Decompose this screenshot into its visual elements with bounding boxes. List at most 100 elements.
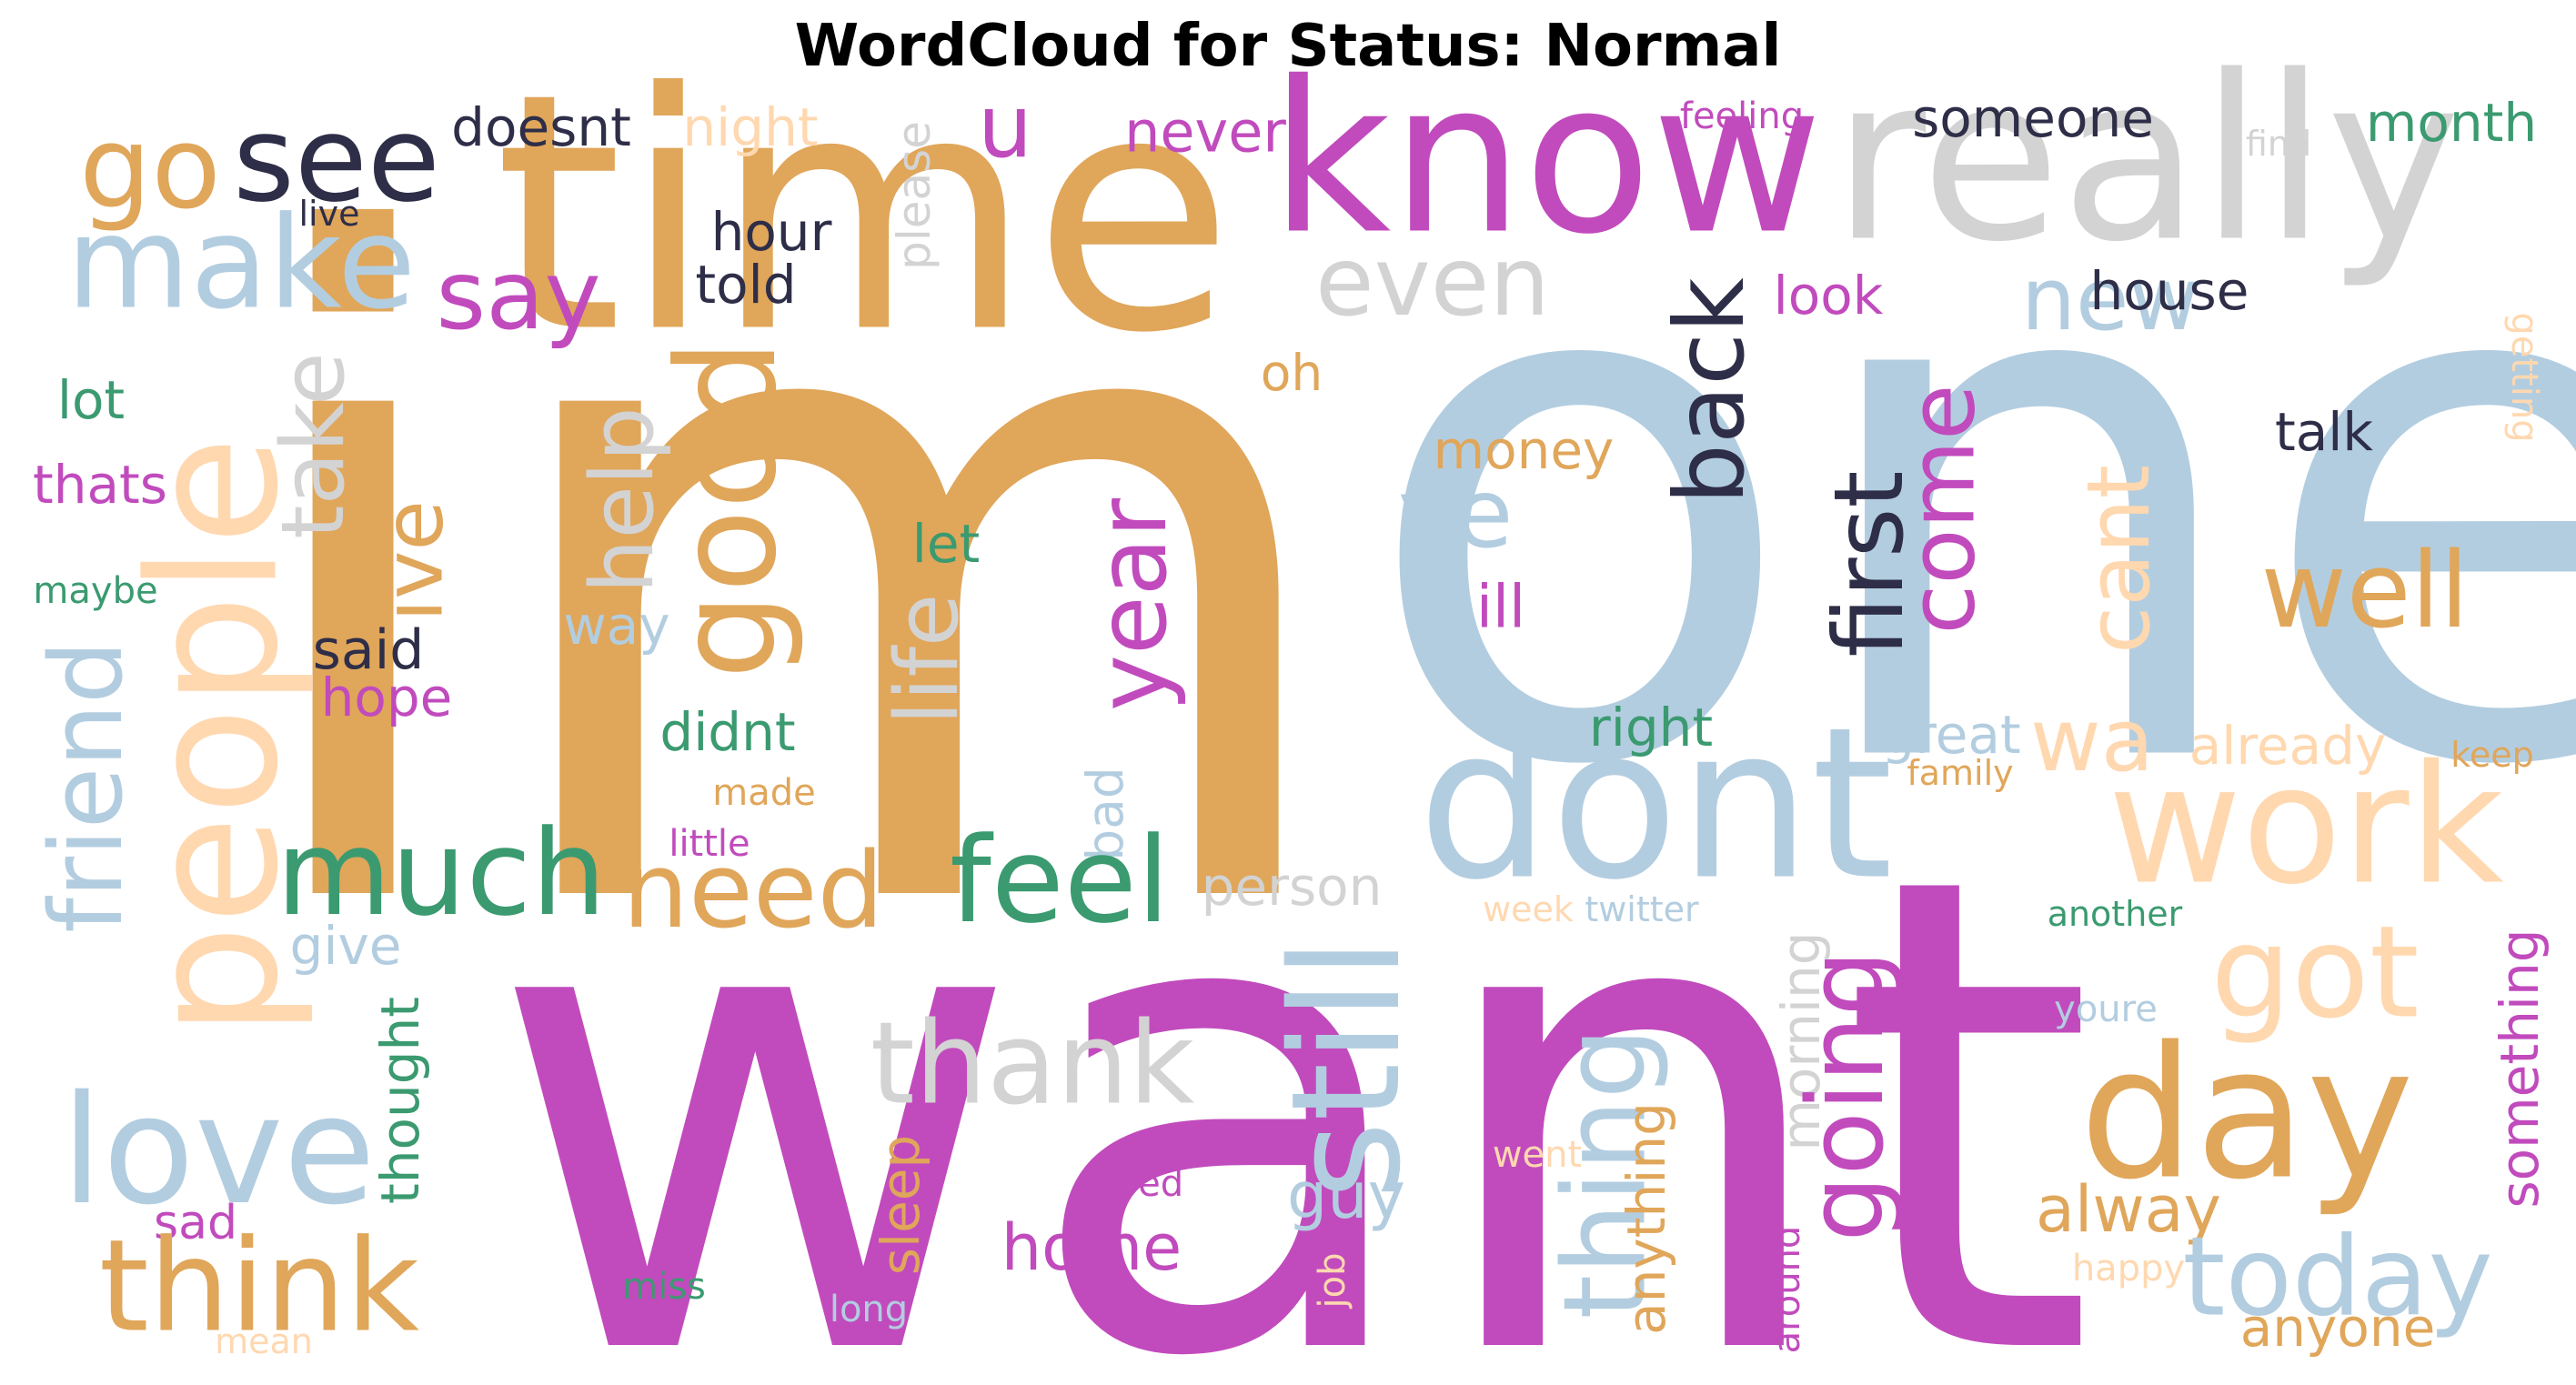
word-much: much [277, 804, 607, 942]
word-hope: hope [321, 667, 453, 728]
word-bad: bad [1076, 767, 1134, 861]
word-guy: guy [1287, 1159, 1405, 1233]
word-feeling: feeling [1680, 95, 1804, 137]
word-new: new [2021, 250, 2199, 350]
word-feel: feel [950, 811, 1170, 949]
word-ive: ive [367, 500, 462, 622]
word-back: back [1655, 277, 1766, 505]
word-thought: thought [369, 997, 431, 1204]
word-doesnt: doesnt [451, 96, 631, 158]
word-say: say [436, 240, 600, 351]
word-keep: keep [2450, 735, 2534, 775]
word-give: give [290, 915, 402, 977]
word-ye: ye [1398, 458, 1514, 569]
word-sad: sad [154, 1196, 237, 1250]
word-know: know [1270, 38, 1823, 281]
word-getting: getting [2503, 312, 2545, 442]
word-job: job [1312, 1253, 1353, 1310]
word-love: love [61, 1063, 376, 1238]
word-anything: anything [1615, 1102, 1677, 1335]
word-make: make [66, 190, 416, 338]
word-find: find [2246, 124, 2311, 164]
word-help: help [573, 406, 673, 593]
word-night: night [682, 96, 818, 158]
word-youre: youre [2054, 989, 2158, 1030]
word-miss: miss [622, 1266, 706, 1308]
word-hour: hour [711, 201, 832, 263]
word-lot: lot [57, 369, 125, 431]
word-house: house [2090, 260, 2249, 322]
word-u: u [978, 77, 1032, 177]
word-thank: thank [870, 999, 1195, 1130]
word-told: told [695, 254, 796, 316]
word-morning: morning [1770, 931, 1832, 1150]
word-happy: happy [2072, 1248, 2185, 1290]
word-think: think [99, 1213, 419, 1361]
word-money: money [1434, 419, 1615, 481]
word-go: go [79, 103, 221, 235]
word-people: people [111, 437, 317, 1038]
word-day: day [2079, 1009, 2414, 1220]
word-im: im [227, 58, 1354, 1106]
word-see: see [233, 90, 440, 228]
word-right: right [1589, 697, 1713, 758]
word-well: well [2261, 530, 2470, 652]
word-today: today [2182, 1215, 2492, 1341]
word-work: work [2108, 731, 2504, 921]
word-friend: friend [28, 640, 145, 933]
word-oh: oh [1261, 344, 1323, 402]
word-something: something [2489, 928, 2551, 1208]
word-anyone: anyone [2240, 1297, 2436, 1359]
word-thats: thats [33, 454, 167, 516]
word-come: come [1889, 384, 1996, 634]
word-cant: cant [2069, 465, 2169, 654]
word-made: made [712, 772, 815, 814]
word-someone: someone [1912, 87, 2154, 149]
word-first: first [1814, 470, 1925, 657]
word-great: great [1881, 704, 2020, 766]
word-ill: ill [1476, 574, 1525, 642]
word-home: home [1001, 1210, 1182, 1285]
word-little: little [669, 823, 750, 865]
word-year: year [1077, 497, 1188, 711]
word-didnt: didnt [659, 701, 795, 763]
word-going: going [1786, 949, 1907, 1241]
word-maybe: maybe [33, 570, 157, 612]
word-life: life [878, 594, 978, 726]
word-one: one [1360, 87, 2576, 923]
word-another: another [2048, 894, 2183, 934]
word-twitter: twitter [1585, 889, 1699, 929]
word-let: let [912, 513, 981, 575]
word-mean: mean [215, 1321, 313, 1361]
word-wa: wa [2030, 691, 2154, 791]
word-alway: alway [2036, 1172, 2221, 1247]
word-around: around [1766, 1226, 1808, 1354]
word-long: long [830, 1289, 908, 1330]
word-family: family [1907, 753, 2013, 793]
word-got: got [2210, 899, 2419, 1048]
word-good: good [649, 339, 807, 679]
word-already: already [2189, 715, 2387, 777]
word-need: need [622, 830, 883, 952]
word-never: never [1124, 99, 1286, 166]
word-still: still [1259, 938, 1434, 1199]
word-said: said [313, 618, 425, 682]
word-please: please [888, 121, 941, 270]
word-time: time [494, 24, 1233, 405]
word-went: went [1493, 1134, 1582, 1176]
word-sleep: sleep [870, 1135, 931, 1276]
word-way: way [563, 595, 669, 657]
word-look: look [1774, 265, 1884, 326]
chart-title: WordCloud for Status: Normal [794, 13, 1782, 80]
word-really: really [1832, 27, 2460, 292]
word-week: week [1483, 889, 1574, 929]
word-take: take [264, 352, 364, 539]
word-tired: tired [1100, 1163, 1183, 1205]
word-live: live [299, 194, 360, 234]
word-want: want [488, 738, 2097, 1385]
word-even: even [1315, 226, 1550, 337]
word-talk: talk [2275, 401, 2373, 463]
word-month: month [2366, 92, 2537, 154]
word-dont: dont [1418, 684, 1894, 927]
